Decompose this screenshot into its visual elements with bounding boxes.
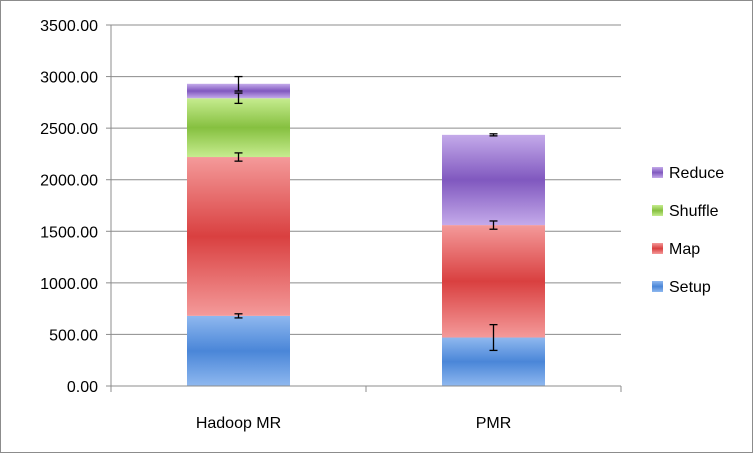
legend-swatch [652,281,663,292]
error-bar [234,313,243,319]
error-bar [234,152,243,162]
legend: Reduce Shuffle Map Setup [652,165,724,296]
bar-setup-hadoop-mr [187,315,290,386]
error-bar [234,75,243,92]
y-axis-ticks: 0.00 500.00 1000.00 1500.00 2000.00 2500.00 30… [40,18,111,396]
bar-shuffle-hadoop-mr [187,98,290,158]
error-bar [489,323,498,352]
bar-reduce-pmr [442,134,545,226]
bar-map-pmr [442,225,545,338]
legend-item-reduce: Reduce [652,165,724,182]
legend-swatch [652,205,663,216]
y-tick-label: 3000.00 [40,70,98,87]
x-axis-labels: Hadoop MR PMR [196,415,511,432]
legend-item-map: Map [652,241,700,258]
x-category-label: PMR [476,415,512,432]
bars [187,83,545,386]
y-tick-label: 0.00 [67,379,98,396]
error-bar [489,220,498,230]
error-bar [234,92,243,105]
legend-label: Reduce [669,165,724,182]
legend-item-shuffle: Shuffle [652,203,719,220]
axes [110,25,622,392]
y-tick-label: 500.00 [49,327,98,344]
y-tick-label: 2500.00 [40,121,98,138]
legend-item-setup: Setup [652,279,711,296]
legend-swatch [652,167,663,178]
bar-map-hadoop-mr [187,157,290,316]
legend-label: Setup [669,279,711,296]
error-bars [234,75,498,352]
legend-label: Shuffle [669,203,719,220]
y-tick-label: 1000.00 [40,276,98,293]
legend-label: Map [669,241,700,258]
y-tick-label: 2000.00 [40,173,98,190]
legend-swatch [652,243,663,254]
error-bar [489,133,498,137]
x-category-label: Hadoop MR [196,415,281,432]
y-tick-label: 1500.00 [40,224,98,241]
y-tick-label: 3500.00 [40,18,98,35]
